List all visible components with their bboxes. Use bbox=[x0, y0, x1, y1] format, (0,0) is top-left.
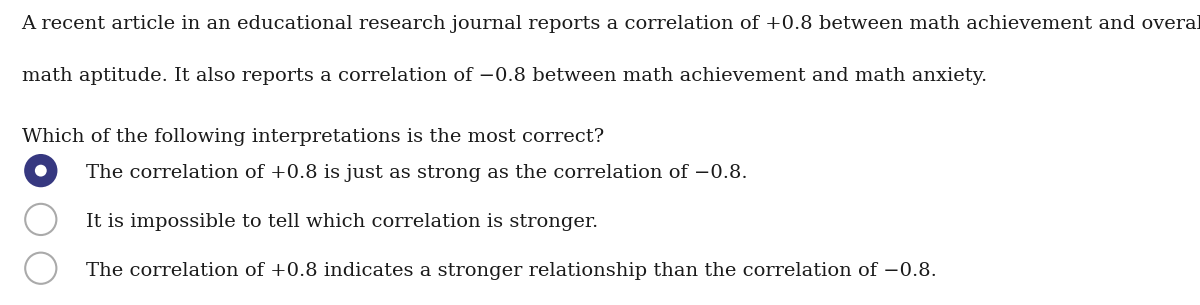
Text: math aptitude. It also reports a correlation of −0.8 between math achievement an: math aptitude. It also reports a correla… bbox=[22, 67, 986, 85]
Ellipse shape bbox=[25, 155, 56, 186]
Text: The correlation of +0.8 is just as strong as the correlation of −0.8.: The correlation of +0.8 is just as stron… bbox=[86, 164, 748, 182]
Text: A recent article in an educational research journal reports a correlation of +0.: A recent article in an educational resea… bbox=[22, 15, 1200, 33]
Text: Which of the following interpretations is the most correct?: Which of the following interpretations i… bbox=[22, 128, 604, 146]
Text: It is impossible to tell which correlation is stronger.: It is impossible to tell which correlati… bbox=[86, 213, 599, 231]
Text: The correlation of +0.8 indicates a stronger relationship than the correlation o: The correlation of +0.8 indicates a stro… bbox=[86, 262, 937, 280]
Ellipse shape bbox=[35, 165, 47, 177]
Ellipse shape bbox=[25, 204, 56, 235]
Ellipse shape bbox=[25, 253, 56, 284]
